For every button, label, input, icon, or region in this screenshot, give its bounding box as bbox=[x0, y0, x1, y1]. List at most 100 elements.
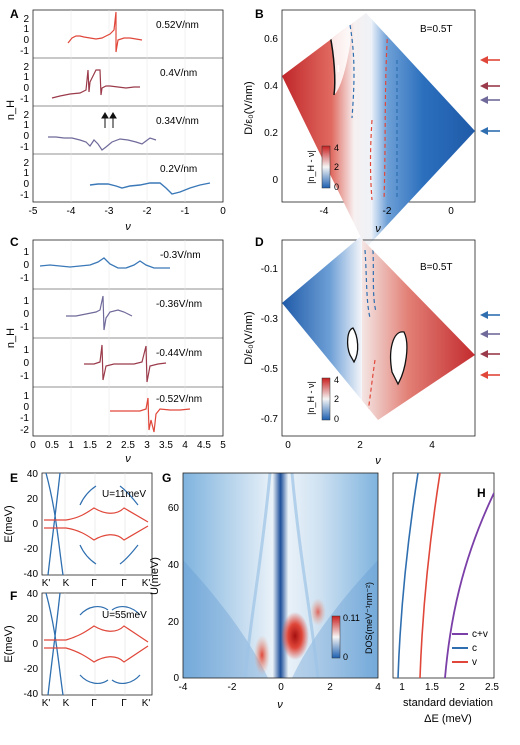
svg-text:-20: -20 bbox=[24, 544, 39, 555]
svg-text:2: 2 bbox=[459, 682, 465, 693]
svg-text:v: v bbox=[472, 657, 477, 668]
svg-text:K: K bbox=[63, 578, 70, 589]
panel-h: H c+v c v 1 1.5 2 2.5 standard deviation… bbox=[392, 472, 499, 725]
svg-text:2.5: 2.5 bbox=[485, 682, 499, 693]
svg-text:0: 0 bbox=[23, 309, 29, 320]
c-ylabel: n_H bbox=[5, 328, 17, 348]
a-xtick-1: -4 bbox=[67, 206, 76, 217]
c-xlabel: ν bbox=[125, 453, 131, 465]
c-curve-0 bbox=[39, 257, 170, 269]
svg-text:K': K' bbox=[142, 698, 151, 709]
svg-text:40: 40 bbox=[168, 560, 180, 571]
svg-text:K: K bbox=[63, 698, 70, 709]
a-curve-0.4 bbox=[51, 69, 140, 99]
g-xlabel: ν bbox=[277, 699, 283, 711]
svg-text:K': K' bbox=[142, 578, 151, 589]
svg-text:0: 0 bbox=[334, 182, 339, 192]
a-tick-2: 2 bbox=[23, 14, 29, 25]
a-tick-m1: -1 bbox=[20, 46, 29, 57]
c-field-label-3: -0.52V/nm bbox=[156, 394, 202, 405]
b-ytick-1: 0.4 bbox=[264, 81, 278, 92]
svg-text:-1: -1 bbox=[20, 371, 29, 382]
svg-text:20: 20 bbox=[168, 617, 180, 628]
svg-text:-1: -1 bbox=[20, 273, 29, 284]
svg-text:Γ: Γ bbox=[121, 698, 127, 709]
svg-text:5: 5 bbox=[220, 440, 226, 451]
svg-text:60: 60 bbox=[168, 503, 180, 514]
svg-text:2: 2 bbox=[327, 682, 333, 693]
h-curve-v bbox=[419, 473, 441, 678]
h-xlabel-2: ΔE (meV) bbox=[424, 713, 472, 725]
svg-text:-40: -40 bbox=[24, 689, 39, 700]
d-title: B=0.5T bbox=[420, 262, 453, 273]
svg-text:0.5: 0.5 bbox=[45, 440, 59, 451]
g-ylabel: U(meV) bbox=[149, 557, 161, 595]
g-colorbar bbox=[331, 615, 341, 659]
svg-text:Γ: Γ bbox=[91, 578, 97, 589]
b-arrows bbox=[480, 56, 500, 135]
svg-text:-0.7: -0.7 bbox=[261, 414, 279, 425]
b-xtick-0: -4 bbox=[320, 206, 329, 217]
svg-text:-1: -1 bbox=[20, 190, 29, 201]
h-xlabel-1: standard deviation bbox=[403, 697, 493, 709]
c-field-label-1: -0.36V/nm bbox=[156, 299, 202, 310]
f-ylabel: E(meV) bbox=[3, 625, 15, 662]
b-cbar-label: |n_H - ν| bbox=[306, 150, 316, 184]
svg-text:1: 1 bbox=[23, 345, 29, 356]
svg-text:4.5: 4.5 bbox=[197, 440, 211, 451]
svg-text:1: 1 bbox=[23, 391, 29, 402]
panel-d-letter: D bbox=[255, 235, 264, 249]
a-field-label-0: 0.52V/nm bbox=[156, 20, 199, 31]
d-colorbar bbox=[321, 377, 331, 421]
a-tick-1: 1 bbox=[23, 24, 29, 35]
svg-text:0: 0 bbox=[23, 179, 29, 190]
panel-b: I B=0.5T 4 2 0 |n_H - ν| 0.6 0.4 0.2 0 -… bbox=[243, 9, 500, 248]
svg-text:2: 2 bbox=[106, 440, 112, 451]
svg-text:-2: -2 bbox=[20, 425, 29, 436]
a-curve-0.52 bbox=[67, 11, 143, 53]
d-cbar-label: |n_H - ν| bbox=[306, 381, 316, 415]
svg-text:0: 0 bbox=[23, 83, 29, 94]
svg-text:-0.1: -0.1 bbox=[261, 264, 279, 275]
panel-g-letter: G bbox=[162, 471, 171, 485]
e-label: U=11meV bbox=[102, 489, 146, 500]
svg-text:2: 2 bbox=[23, 110, 29, 121]
a-xtick-2: -3 bbox=[105, 206, 114, 217]
panel-a-letter: A bbox=[10, 7, 19, 21]
svg-text:-1: -1 bbox=[20, 142, 29, 153]
panel-b-letter: B bbox=[255, 7, 264, 21]
svg-text:1.5: 1.5 bbox=[83, 440, 97, 451]
c-field-label-2: -0.44V/nm bbox=[156, 348, 202, 359]
a-field-label-2: 0.34V/nm bbox=[156, 116, 199, 127]
svg-text:Γ: Γ bbox=[121, 578, 127, 589]
d-arrows bbox=[480, 311, 500, 379]
a-xtick-3: -2 bbox=[143, 206, 152, 217]
svg-text:40: 40 bbox=[27, 469, 39, 480]
h-curve-cv bbox=[444, 492, 494, 678]
svg-text:-0.3: -0.3 bbox=[261, 314, 279, 325]
d-xlabel: ν bbox=[375, 455, 381, 467]
a-xtick-5: 0 bbox=[220, 206, 226, 217]
g-cbar-label: DOS(meV⁻¹nm⁻²) bbox=[364, 582, 374, 654]
svg-text:Γ: Γ bbox=[91, 698, 97, 709]
b-ytick-2: 0.2 bbox=[264, 128, 278, 139]
svg-text:0: 0 bbox=[32, 639, 38, 650]
g-heatmap bbox=[183, 473, 378, 678]
panel-h-letter: H bbox=[477, 486, 486, 500]
svg-text:-0.5: -0.5 bbox=[261, 364, 279, 375]
svg-text:1: 1 bbox=[399, 682, 405, 693]
svg-text:1: 1 bbox=[68, 440, 74, 451]
panel-f: U=55meV 40 20 0 -20 -40 K' K Γ Γ K' E(me… bbox=[3, 589, 153, 709]
c-field-label-0: -0.3V/nm bbox=[160, 250, 201, 261]
b-region-label: I bbox=[337, 64, 340, 75]
panel-e: U=11meV 40 20 0 -20 -40 K' K Γ Γ K' E(me… bbox=[3, 469, 153, 589]
svg-text:1: 1 bbox=[23, 296, 29, 307]
b-ylabel: D/ε₀(V/nm) bbox=[243, 81, 255, 134]
svg-text:0: 0 bbox=[32, 519, 38, 530]
svg-text:c+v: c+v bbox=[472, 629, 488, 640]
a-tick-0: 0 bbox=[23, 35, 29, 46]
svg-text:1.5: 1.5 bbox=[425, 682, 439, 693]
svg-text:0: 0 bbox=[23, 260, 29, 271]
svg-text:2: 2 bbox=[334, 162, 339, 172]
